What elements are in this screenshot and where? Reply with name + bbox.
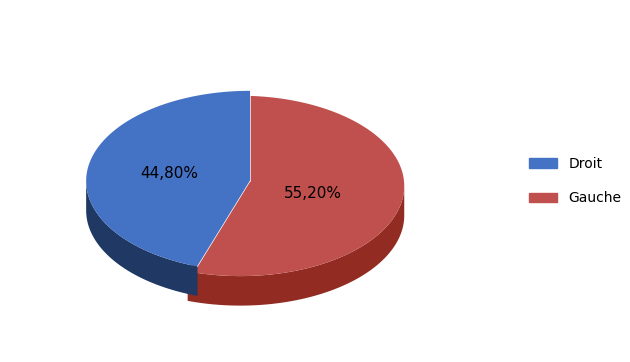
Text: 55,20%: 55,20%: [284, 186, 342, 201]
Polygon shape: [188, 186, 404, 306]
Polygon shape: [86, 91, 250, 266]
Polygon shape: [86, 181, 197, 296]
Text: 44,80%: 44,80%: [140, 166, 198, 181]
Polygon shape: [188, 96, 404, 276]
Legend: Droit, Gauche: Droit, Gauche: [524, 151, 627, 211]
